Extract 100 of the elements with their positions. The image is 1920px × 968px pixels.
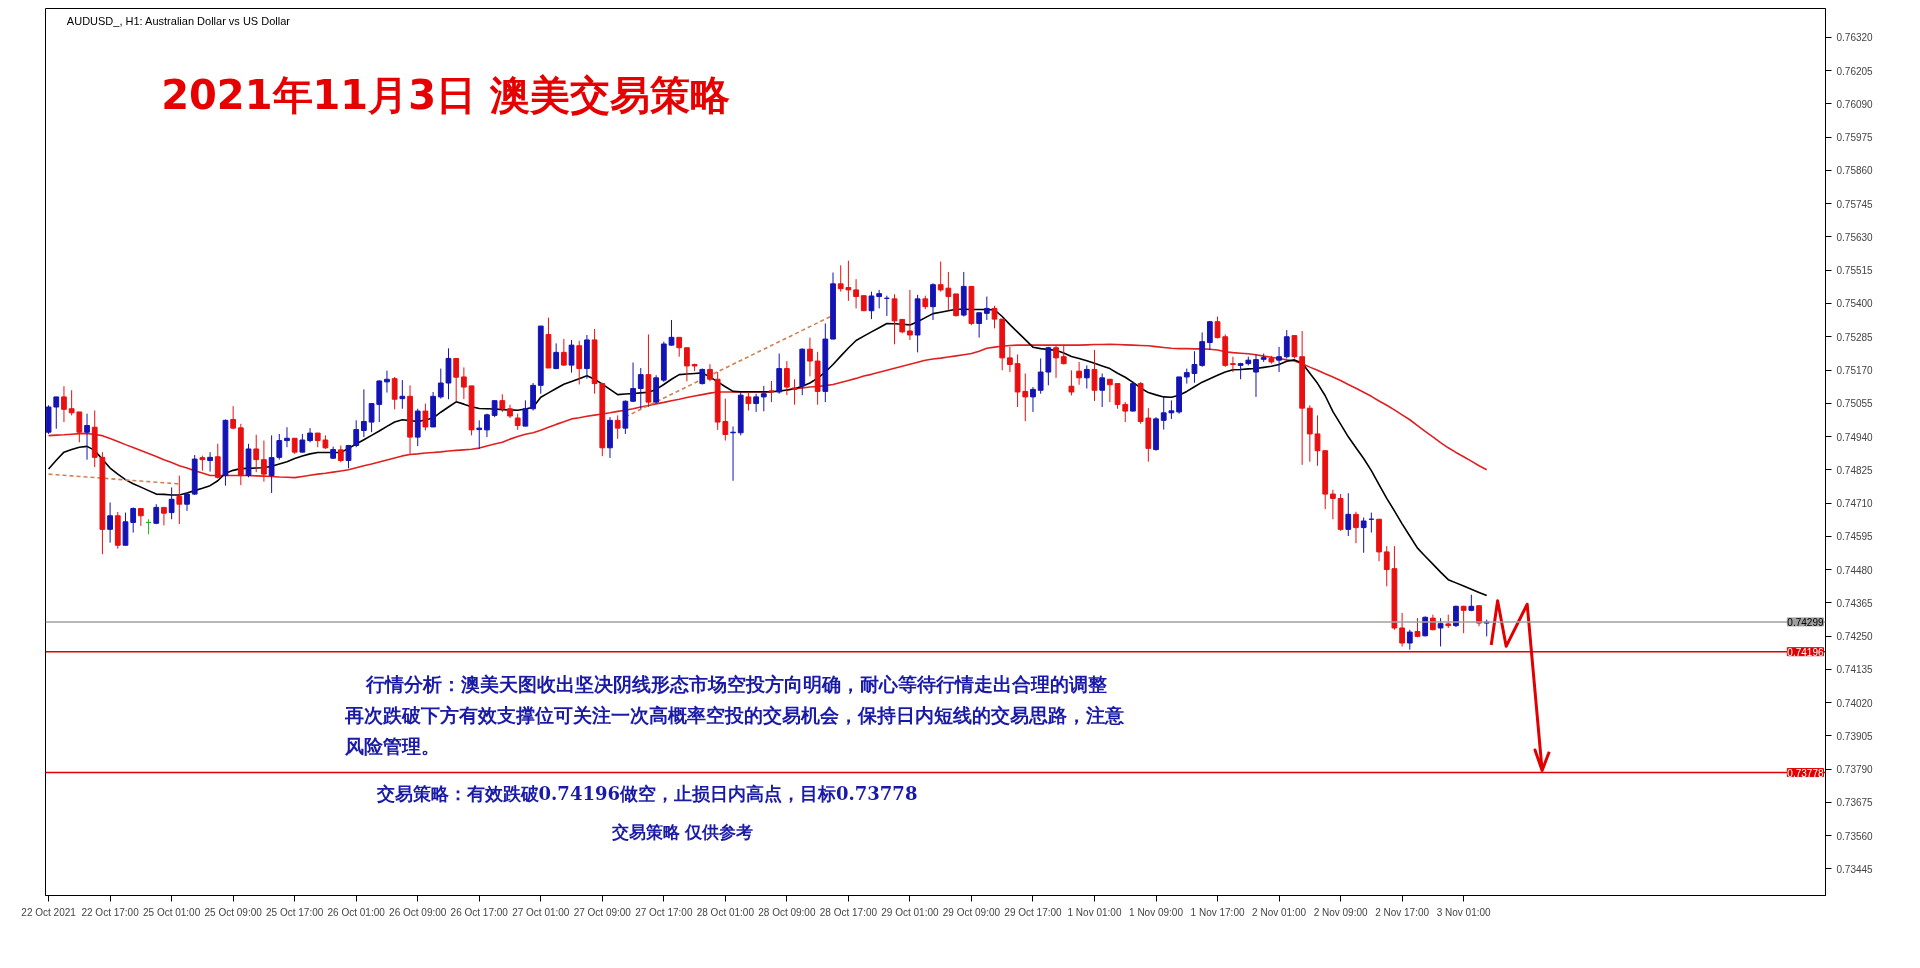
text: 2021年11月3日 澳美交易策略 bbox=[161, 72, 730, 119]
candlestick bbox=[1360, 517, 1367, 554]
x-tick-label: 26 Oct 17:00 bbox=[450, 906, 509, 918]
candlestick bbox=[161, 506, 167, 526]
annotation: 交易策略 仅供参考 bbox=[610, 821, 754, 842]
candlestick bbox=[753, 393, 759, 413]
y-tick-label: 0.74365 bbox=[1836, 597, 1874, 609]
candlestick bbox=[107, 501, 113, 544]
x-tick-label: 28 Oct 09:00 bbox=[758, 906, 816, 918]
candlestick bbox=[437, 368, 444, 400]
candlestick bbox=[168, 486, 175, 520]
x-tick-label: 26 Oct 09:00 bbox=[389, 906, 447, 918]
x-tick-label: 22 Oct 2021 bbox=[21, 906, 77, 918]
candlestick bbox=[568, 339, 575, 374]
candlestick bbox=[530, 382, 536, 411]
annotation: 行情分析：澳美天图收出坚决阴线形态市场空投方向明确，耐心等待行情走出合理的调整 bbox=[364, 673, 1107, 696]
annotation: 交易策略：有效跌破0.74196做空，止损日内高点，目标0.73778 bbox=[375, 782, 918, 804]
ref-line-label: 0.74299 bbox=[1787, 616, 1824, 628]
candlestick bbox=[522, 399, 529, 427]
candlestick bbox=[137, 508, 144, 527]
candlestick bbox=[84, 413, 90, 461]
candlestick bbox=[760, 385, 767, 412]
x-tick-label: 29 Oct 17:00 bbox=[1004, 906, 1063, 918]
candlestick bbox=[1406, 629, 1413, 651]
x-tick-label: 25 Oct 01:00 bbox=[143, 906, 201, 918]
candlestick bbox=[61, 385, 67, 423]
x-tick-label: 25 Oct 09:00 bbox=[204, 906, 263, 918]
x-tick-label: 25 Oct 17:00 bbox=[266, 906, 324, 918]
candlestick bbox=[976, 312, 983, 339]
y-tick-label: 0.74480 bbox=[1836, 564, 1874, 576]
candlestick bbox=[1253, 353, 1259, 398]
candlestick bbox=[184, 491, 190, 512]
y-tick-label: 0.74595 bbox=[1836, 531, 1874, 543]
y-tick-label: 0.75400 bbox=[1836, 298, 1874, 310]
candlestick bbox=[299, 433, 306, 453]
candlestick bbox=[791, 378, 798, 406]
candlestick bbox=[1206, 320, 1213, 351]
candlestick bbox=[1291, 335, 1298, 359]
candlestick bbox=[1083, 364, 1090, 390]
candlestick bbox=[460, 366, 467, 400]
candlestick bbox=[1276, 346, 1282, 373]
candlestick bbox=[614, 414, 621, 440]
x-tick-label: 2 Nov 09:00 bbox=[1313, 906, 1368, 918]
candlestick bbox=[361, 388, 367, 438]
candlestick bbox=[560, 338, 567, 367]
candlestick bbox=[991, 305, 998, 329]
y-tick-label: 0.75860 bbox=[1836, 165, 1874, 177]
candlestick bbox=[807, 337, 813, 377]
candlestick bbox=[1460, 605, 1467, 634]
candlestick bbox=[1068, 369, 1075, 396]
y-tick-label: 0.74710 bbox=[1836, 498, 1874, 510]
x-tick-label: 29 Oct 01:00 bbox=[881, 906, 939, 918]
y-tick-label: 0.74825 bbox=[1836, 464, 1874, 476]
candlestick bbox=[176, 475, 183, 525]
candlestick bbox=[453, 357, 460, 402]
candlestick bbox=[1091, 349, 1098, 402]
candlestick bbox=[907, 289, 913, 341]
candlestick bbox=[637, 367, 644, 410]
candlestick bbox=[1053, 345, 1059, 379]
candlestick bbox=[1160, 396, 1167, 431]
y-tick-label: 0.73790 bbox=[1836, 764, 1874, 776]
x-tick-label: 27 Oct 17:00 bbox=[635, 906, 693, 918]
candlestick bbox=[391, 376, 398, 410]
y-tick-label: 0.76205 bbox=[1836, 65, 1874, 77]
y-tick-label: 0.73905 bbox=[1836, 730, 1874, 742]
candlestick bbox=[953, 293, 959, 318]
x-tick-label: 2 Nov 01:00 bbox=[1252, 906, 1307, 918]
x-tick-label: 1 Nov 17:00 bbox=[1190, 906, 1245, 918]
candlestick bbox=[207, 451, 213, 473]
x-tick-label: 1 Nov 09:00 bbox=[1129, 906, 1184, 918]
candlestick bbox=[384, 370, 390, 394]
candlestick bbox=[284, 426, 290, 448]
candlestick bbox=[53, 396, 60, 430]
ref-line-label: 0.73778 bbox=[1787, 767, 1824, 779]
candlestick bbox=[684, 347, 690, 382]
y-tick-label: 0.76090 bbox=[1836, 98, 1874, 110]
candlestick bbox=[1037, 357, 1044, 395]
candlestick bbox=[1330, 489, 1336, 520]
candlestick bbox=[1399, 612, 1405, 647]
y-tick-label: 0.74250 bbox=[1836, 631, 1874, 643]
y-tick-label: 0.75745 bbox=[1836, 198, 1874, 210]
candlestick bbox=[553, 342, 560, 370]
candlestick bbox=[983, 296, 990, 321]
x-tick-label: 3 Nov 01:00 bbox=[1436, 906, 1492, 918]
x-tick-label: 2 Nov 17:00 bbox=[1375, 906, 1430, 918]
candlestick bbox=[422, 403, 429, 431]
candlestick bbox=[1106, 378, 1113, 403]
y-tick-label: 0.76320 bbox=[1836, 32, 1874, 44]
text: AUDUSD_, H1: Australian Dollar vs US Dollar bbox=[66, 14, 291, 27]
candlestick bbox=[1076, 361, 1082, 386]
candlestick bbox=[1345, 492, 1352, 537]
candlestick bbox=[1353, 511, 1359, 544]
candlestick bbox=[783, 360, 790, 396]
candlestick bbox=[768, 380, 775, 403]
candlestick bbox=[261, 440, 267, 483]
candlestick bbox=[776, 353, 783, 395]
candlestick bbox=[1283, 329, 1290, 359]
candlestick bbox=[576, 340, 583, 385]
candlestick bbox=[253, 434, 260, 473]
y-tick-label: 0.73675 bbox=[1836, 797, 1874, 809]
